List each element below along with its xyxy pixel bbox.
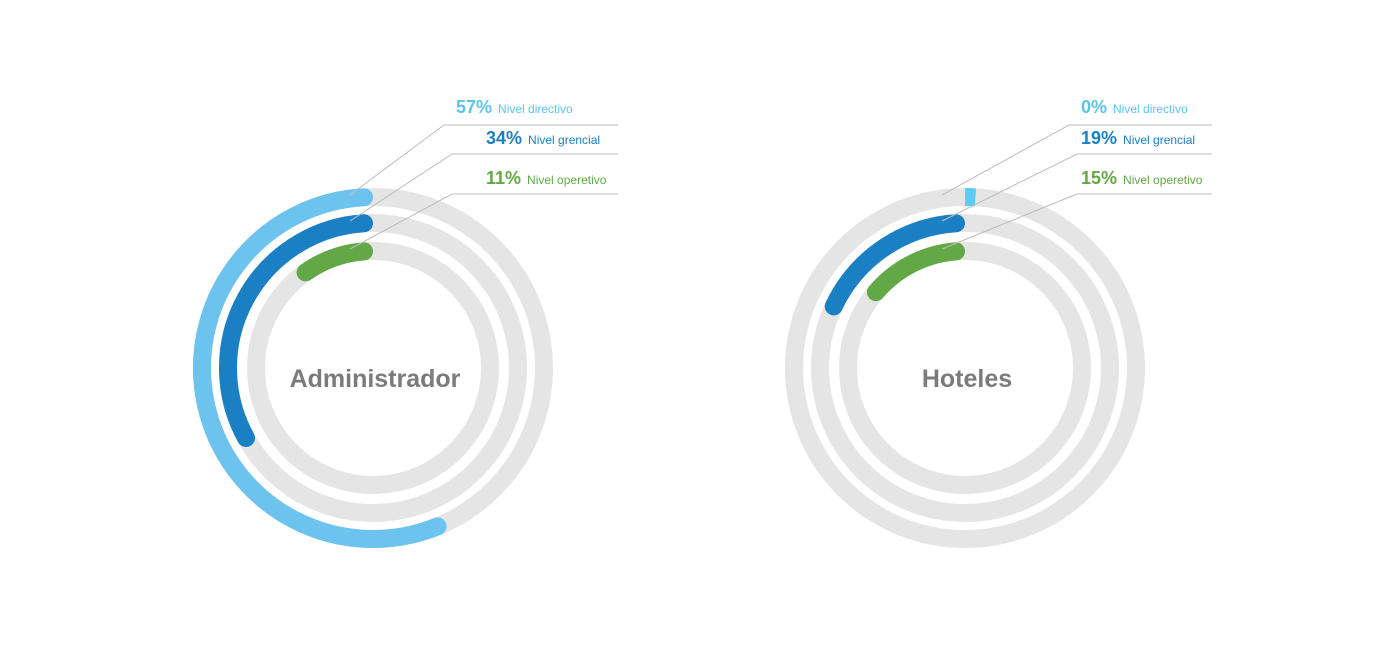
chart-title: Administrador [290,365,461,393]
arc-nivel-operetivo [296,242,374,282]
arc-nivel-operetivo [866,242,966,302]
series-name: Nivel grencial [1123,133,1195,147]
chart-title: Hoteles [922,365,1012,393]
label-nivel-grencial: 34% Nivel grencial [486,128,600,148]
radial-chart-hoteles: 0% Nivel directivo 19% Nivel grencial 15% Niv… [785,97,1212,548]
radial-chart-administrador: 57% Nivel directivo 34% Nivel grencial 11% Ni… [193,97,618,548]
value-label: 0% [1081,97,1107,117]
value-label: 34% [486,128,522,148]
leader-line-nivel-directivo [941,124,1212,196]
leader-line-nivel-grencial [349,153,618,222]
label-nivel-operetivo: 11% Nivel operetivo [486,168,607,188]
leader-line-nivel-operetivo [349,193,618,250]
value-label: 19% [1081,128,1117,148]
arc-nivel-directivo [193,188,447,548]
value-label: 57% [456,97,492,117]
leader-line-nivel-operetivo [941,193,1212,250]
label-nivel-grencial: 19% Nivel grencial [1081,128,1195,148]
value-label: 15% [1081,168,1117,188]
label-nivel-directivo: 0% Nivel directivo [1081,97,1188,117]
series-name: Nivel operetivo [1123,173,1203,187]
series-name: Nivel directivo [1113,102,1188,116]
series-name: Nivel operetivo [527,173,607,187]
leader-line-nivel-directivo [349,124,618,196]
value-label: 11% [486,168,521,188]
arc-nivel-grencial [219,214,374,447]
series-name: Nivel directivo [498,102,573,116]
series-name: Nivel grencial [528,133,600,147]
arc-nivel-grencial [824,214,966,316]
label-nivel-directivo: 57% Nivel directivo [456,97,573,117]
label-nivel-operetivo: 15% Nivel operetivo [1081,168,1203,188]
leader-line-nivel-grencial [941,153,1212,222]
